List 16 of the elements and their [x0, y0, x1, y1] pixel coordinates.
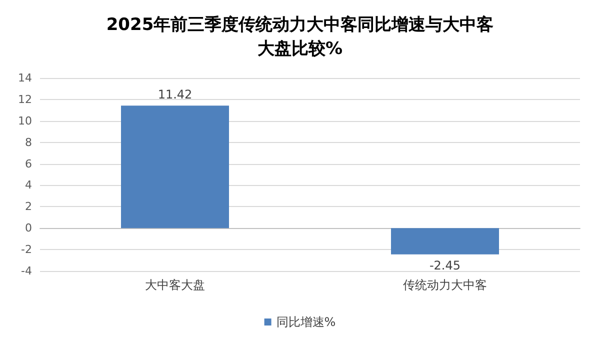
y-tick-label: 14 [18, 72, 32, 84]
data-label: 11.42 [158, 88, 192, 102]
data-label: -2.45 [429, 258, 461, 272]
y-tick-label: 10 [18, 114, 32, 128]
x-tick-label: 传统动力大中客 [403, 278, 487, 292]
y-tick-label: 0 [25, 222, 32, 235]
y-tick-label: 4 [25, 178, 32, 192]
y-tick-label: -2 [21, 243, 32, 256]
y-tick-label: 2 [25, 200, 32, 214]
legend-label: 同比增速% [276, 315, 336, 329]
y-tick-label: 8 [25, 136, 32, 149]
y-tick-label: 12 [18, 92, 32, 106]
y-tick-label: 6 [25, 157, 32, 170]
chart-title: 2025年前三季度传统动力大中客同比增速与大中客大盘比较% [106, 15, 494, 59]
y-tick-label: -4 [21, 264, 32, 278]
x-tick-label: 大中客大盘 [145, 278, 205, 292]
